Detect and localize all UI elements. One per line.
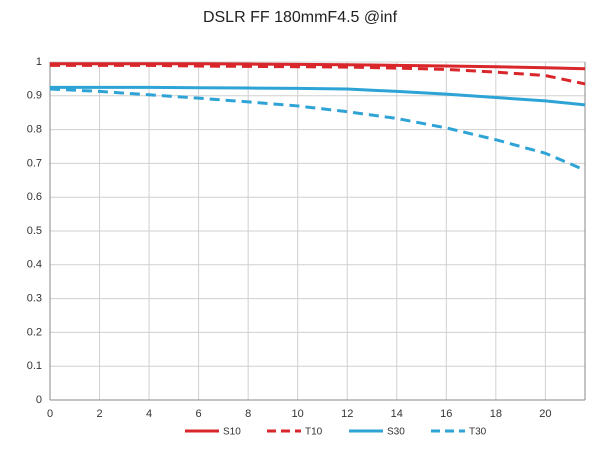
x-tick-label: 6 [196, 408, 202, 420]
x-tick-label: 20 [539, 408, 551, 420]
y-tick-label: 0.4 [27, 259, 42, 271]
x-tick-label: 0 [47, 408, 53, 420]
y-tick-label: 1 [36, 56, 42, 68]
y-tick-label: 0.2 [27, 326, 42, 338]
chart-title: DSLR FF 180mmF4.5 @inf [203, 9, 398, 26]
series-line [50, 85, 586, 107]
x-tick-label: 18 [490, 408, 502, 420]
x-tick-label: 2 [96, 408, 102, 420]
y-tick-label: 0.9 [27, 90, 42, 102]
y-tick-label: 0.1 [27, 360, 42, 372]
series-line [50, 63, 586, 86]
legend-label: T30 [469, 427, 487, 438]
x-tick-label: 14 [391, 408, 403, 420]
y-tick-label: 0 [36, 394, 42, 406]
legend-label: S30 [387, 427, 405, 438]
legend-label: S10 [223, 427, 241, 438]
y-tick-label: 0.7 [27, 157, 42, 169]
x-tick-label: 16 [440, 408, 452, 420]
x-tick-label: 4 [146, 408, 152, 420]
y-tick-label: 0.6 [27, 191, 42, 203]
series-line [49, 87, 586, 172]
legend-label: T10 [305, 427, 323, 438]
y-tick-label: 0.5 [27, 225, 42, 237]
y-tick-label: 0.8 [27, 124, 42, 136]
x-tick-label: 12 [341, 408, 353, 420]
series-line [50, 62, 586, 71]
y-tick-label: 0.3 [27, 293, 42, 305]
x-tick-label: 10 [292, 408, 304, 420]
x-tick-label: 8 [245, 408, 251, 420]
